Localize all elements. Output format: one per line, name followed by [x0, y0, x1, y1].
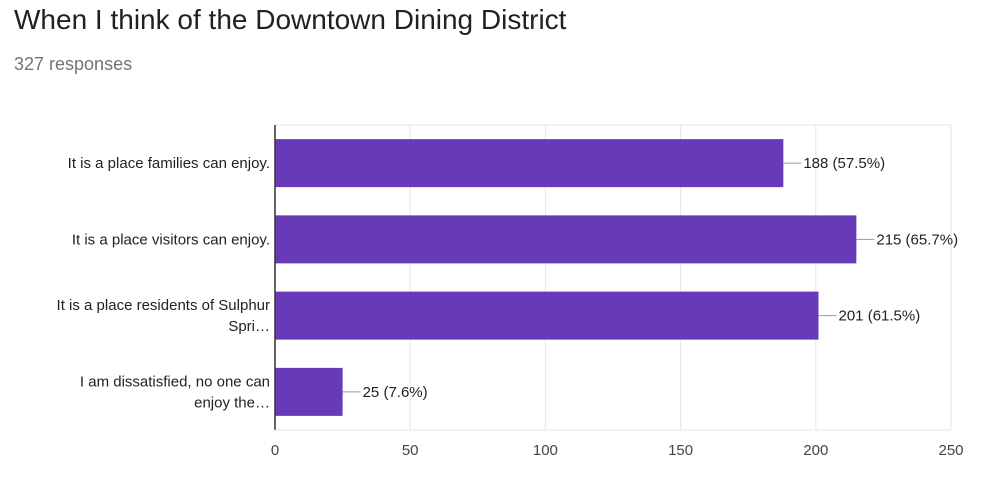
data-label: 25 (7.6%)	[363, 384, 428, 401]
bar	[275, 291, 819, 340]
grid-lines	[275, 124, 952, 430]
x-tick-label: 100	[533, 442, 558, 459]
x-tick-label: 150	[668, 442, 693, 459]
x-tick-label: 50	[402, 442, 419, 459]
category-label: It is a place residents of Sulphur	[57, 297, 270, 314]
data-label: 201 (61.5%)	[839, 308, 921, 325]
category-label: I am dissatisfied, no one can	[80, 373, 270, 390]
bar	[275, 139, 784, 188]
bar	[275, 215, 857, 264]
category-label: enjoy the…	[194, 394, 270, 411]
category-label: It is a place families can enjoy.	[68, 155, 270, 172]
chart-title: When I think of the Downtown Dining Dist…	[14, 4, 567, 35]
labels: 0 50 100 150 200 250 188 (57.5%) It is a place …	[57, 155, 964, 459]
axes	[274, 125, 951, 431]
category-label: It is a place visitors can enjoy.	[72, 231, 270, 248]
bars	[275, 139, 875, 416]
x-tick-label: 0	[271, 442, 279, 459]
category-label: Spri…	[228, 318, 270, 335]
data-label: 215 (65.7%)	[876, 231, 958, 248]
response-count: 327 responses	[14, 54, 133, 74]
bar	[275, 367, 343, 416]
x-tick-label: 250	[938, 442, 963, 459]
data-label: 188 (57.5%)	[803, 155, 885, 172]
x-tick-label: 200	[803, 442, 828, 459]
